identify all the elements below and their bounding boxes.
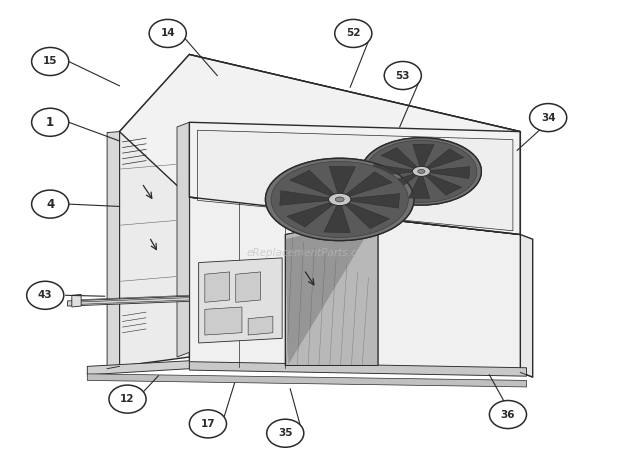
Polygon shape [280, 191, 331, 205]
Polygon shape [520, 234, 533, 377]
Polygon shape [68, 296, 189, 306]
Ellipse shape [418, 169, 425, 174]
Ellipse shape [412, 166, 430, 176]
Text: 34: 34 [541, 113, 556, 122]
Polygon shape [248, 316, 273, 335]
Polygon shape [329, 166, 355, 195]
Ellipse shape [412, 166, 430, 176]
Polygon shape [428, 166, 470, 179]
Text: eReplacementParts.com: eReplacementParts.com [246, 248, 374, 258]
Ellipse shape [271, 161, 409, 237]
Polygon shape [425, 174, 462, 195]
Circle shape [109, 385, 146, 413]
Ellipse shape [271, 161, 409, 237]
Polygon shape [373, 164, 414, 176]
Polygon shape [285, 216, 378, 365]
Polygon shape [413, 144, 434, 167]
Polygon shape [413, 144, 434, 167]
Circle shape [189, 410, 226, 438]
Polygon shape [345, 172, 392, 197]
Ellipse shape [265, 158, 414, 241]
Polygon shape [290, 170, 335, 197]
Text: 52: 52 [346, 29, 361, 38]
Polygon shape [87, 374, 526, 387]
Ellipse shape [366, 140, 477, 203]
Polygon shape [120, 122, 189, 366]
Polygon shape [198, 258, 282, 343]
Text: 17: 17 [201, 419, 215, 429]
Polygon shape [409, 175, 430, 198]
Polygon shape [425, 149, 464, 169]
Polygon shape [287, 202, 335, 227]
Polygon shape [107, 132, 120, 369]
Ellipse shape [265, 158, 414, 241]
Polygon shape [189, 362, 526, 376]
Polygon shape [344, 202, 389, 229]
Text: 35: 35 [278, 428, 293, 438]
Polygon shape [285, 218, 377, 364]
Polygon shape [409, 175, 430, 198]
Polygon shape [425, 149, 464, 169]
Ellipse shape [329, 193, 351, 205]
Ellipse shape [361, 138, 481, 205]
Text: 14: 14 [161, 29, 175, 38]
Polygon shape [177, 122, 189, 357]
Circle shape [27, 281, 64, 310]
Polygon shape [373, 164, 414, 176]
Polygon shape [344, 202, 389, 229]
Text: 4: 4 [46, 197, 55, 211]
Circle shape [267, 419, 304, 447]
Circle shape [335, 19, 372, 47]
Ellipse shape [418, 169, 425, 174]
Polygon shape [381, 147, 418, 169]
Polygon shape [345, 172, 392, 197]
Circle shape [149, 19, 186, 47]
Circle shape [529, 104, 567, 132]
Text: 36: 36 [501, 409, 515, 420]
Polygon shape [324, 204, 350, 233]
Polygon shape [72, 295, 81, 307]
Polygon shape [189, 197, 520, 372]
Ellipse shape [361, 138, 481, 205]
Circle shape [384, 61, 422, 90]
Polygon shape [324, 204, 350, 233]
Ellipse shape [335, 197, 344, 202]
Polygon shape [329, 166, 355, 195]
Polygon shape [379, 174, 417, 194]
Polygon shape [120, 54, 520, 234]
Circle shape [32, 190, 69, 218]
Polygon shape [197, 130, 513, 231]
Polygon shape [205, 307, 242, 335]
Polygon shape [381, 147, 418, 169]
Text: 53: 53 [396, 70, 410, 81]
Text: 43: 43 [38, 290, 53, 300]
Circle shape [32, 108, 69, 136]
Polygon shape [425, 174, 462, 195]
Circle shape [489, 401, 526, 429]
Polygon shape [280, 191, 331, 205]
Ellipse shape [329, 193, 351, 205]
Polygon shape [205, 272, 229, 303]
Ellipse shape [335, 197, 344, 202]
Polygon shape [290, 170, 335, 197]
Polygon shape [287, 202, 335, 227]
Polygon shape [348, 194, 400, 208]
Polygon shape [428, 166, 470, 179]
Text: 15: 15 [43, 56, 58, 67]
Text: 1: 1 [46, 116, 54, 129]
Polygon shape [120, 54, 520, 234]
Polygon shape [236, 272, 260, 303]
Polygon shape [348, 194, 400, 208]
Polygon shape [379, 174, 417, 194]
Circle shape [32, 47, 69, 76]
Polygon shape [87, 361, 189, 375]
Text: 12: 12 [120, 394, 135, 404]
Ellipse shape [366, 140, 477, 203]
